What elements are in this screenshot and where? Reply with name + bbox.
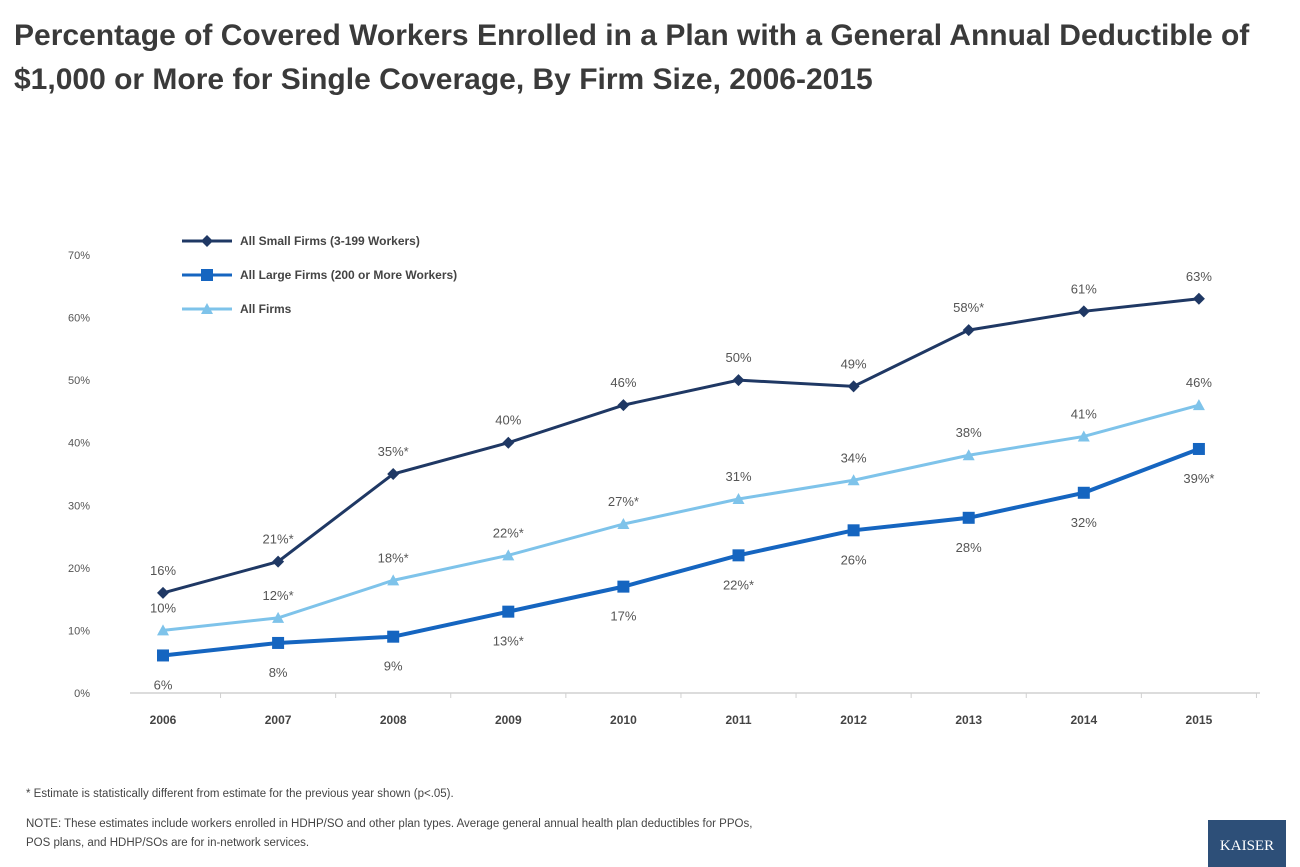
data-label: 46% — [1186, 375, 1212, 390]
chart-title: Percentage of Covered Workers Enrolled i… — [14, 19, 1250, 96]
y-tick-label: 40% — [68, 438, 90, 450]
data-point-square — [502, 605, 515, 618]
x-tick-label: 2008 — [380, 713, 407, 727]
x-tick-label: 2007 — [265, 713, 292, 727]
data-label: 13%* — [493, 634, 524, 649]
data-label: 41% — [1071, 406, 1097, 421]
data-label: 6% — [154, 677, 173, 692]
data-point-square — [847, 524, 860, 537]
data-label: 18%* — [378, 550, 409, 565]
data-label: 12%* — [263, 588, 294, 603]
data-label: 39%* — [1183, 471, 1214, 486]
data-label: 50% — [725, 350, 751, 365]
data-label: 10% — [150, 600, 176, 615]
data-point-diamond — [1077, 305, 1090, 318]
data-point-diamond — [847, 380, 860, 393]
data-label: 38% — [956, 425, 982, 440]
data-label: 58%* — [953, 300, 984, 315]
x-tick-label: 2012 — [840, 713, 867, 727]
note-line-1: NOTE: These estimates include workers en… — [26, 818, 753, 830]
data-point-square — [732, 549, 745, 562]
y-tick-label: 60% — [68, 313, 90, 325]
y-tick-label: 70% — [68, 250, 90, 262]
x-tick-label: 2014 — [1070, 713, 1097, 727]
data-point-triangle — [502, 549, 515, 561]
data-point-diamond — [617, 399, 630, 412]
data-label: 46% — [610, 375, 636, 390]
series-line — [162, 403, 1200, 632]
data-point-triangle — [387, 574, 400, 586]
legend-label: All Small Firms (3-199 Workers) — [240, 234, 420, 248]
line-chart: 0% 10% 20% 30% 40% 50% 60% 70% 2006 2007 2008 2009 2… — [68, 234, 1260, 727]
x-tick-label: 2013 — [955, 713, 982, 727]
data-label: 32% — [1071, 515, 1097, 530]
data-label: 9% — [384, 659, 403, 674]
asterisk-footnote: * Estimate is statistically different fr… — [26, 788, 454, 800]
data-point-triangle — [962, 449, 975, 461]
data-point-square — [272, 636, 285, 649]
data-point-diamond — [962, 324, 975, 337]
data-point-triangle — [847, 474, 860, 486]
legend-label: All Large Firms (200 or More Workers) — [240, 268, 457, 282]
data-point-diamond — [201, 235, 213, 247]
data-point-triangle — [1077, 430, 1090, 442]
data-label: 22%* — [723, 577, 754, 592]
legend-label: All Firms — [240, 302, 292, 316]
data-point-diamond — [502, 436, 515, 449]
data-label: 40% — [495, 413, 521, 428]
data-label: 17% — [610, 609, 636, 624]
x-tick-label: 2015 — [1186, 713, 1213, 727]
data-point-square — [157, 649, 169, 662]
y-tick-label: 20% — [68, 563, 90, 575]
data-point-square — [387, 630, 400, 643]
data-point-diamond — [387, 468, 400, 480]
data-point-triangle — [272, 611, 285, 623]
data-label: 21%* — [263, 532, 294, 547]
data-label: 22%* — [493, 525, 524, 540]
data-point-triangle — [157, 624, 169, 636]
data-point-square — [962, 511, 975, 524]
y-tick-label: 0% — [74, 688, 90, 700]
kaiser-logo: KAISER — [1208, 820, 1286, 867]
data-label: 28% — [956, 540, 982, 555]
data-point-triangle — [1192, 399, 1205, 411]
data-label: 35%* — [378, 444, 409, 459]
data-point-diamond — [1192, 292, 1205, 305]
data-label: 34% — [841, 450, 867, 465]
y-tick-label: 50% — [68, 375, 90, 387]
data-point-triangle — [617, 518, 630, 530]
data-point-diamond — [732, 374, 745, 387]
data-point-square — [1077, 486, 1090, 499]
data-label: 27%* — [608, 494, 639, 509]
x-tick-label: 2010 — [610, 713, 637, 727]
x-tick-label: 2011 — [725, 713, 751, 727]
series-line — [162, 297, 1200, 595]
data-label: 31% — [725, 469, 751, 484]
x-tick-label: 2006 — [150, 713, 177, 727]
data-point-square — [617, 580, 630, 593]
data-label: 63% — [1186, 269, 1212, 284]
series-line — [162, 447, 1200, 658]
data-point-diamond — [272, 555, 285, 568]
y-tick-label: 10% — [68, 625, 90, 637]
data-point-triangle — [732, 493, 745, 505]
note-line-2: POS plans, and HDHP/SOs are for in-netwo… — [26, 837, 310, 849]
data-label: 49% — [841, 356, 867, 371]
data-label: 26% — [841, 552, 867, 567]
data-point-triangle — [201, 303, 213, 314]
data-point-square — [1192, 442, 1205, 455]
x-tick-label: 2009 — [495, 713, 522, 727]
data-point-diamond — [157, 586, 169, 599]
data-label: 16% — [150, 563, 176, 578]
data-point-square — [201, 269, 213, 281]
data-label: 61% — [1071, 281, 1097, 296]
data-label: 8% — [269, 665, 288, 680]
y-tick-label: 30% — [68, 500, 90, 512]
